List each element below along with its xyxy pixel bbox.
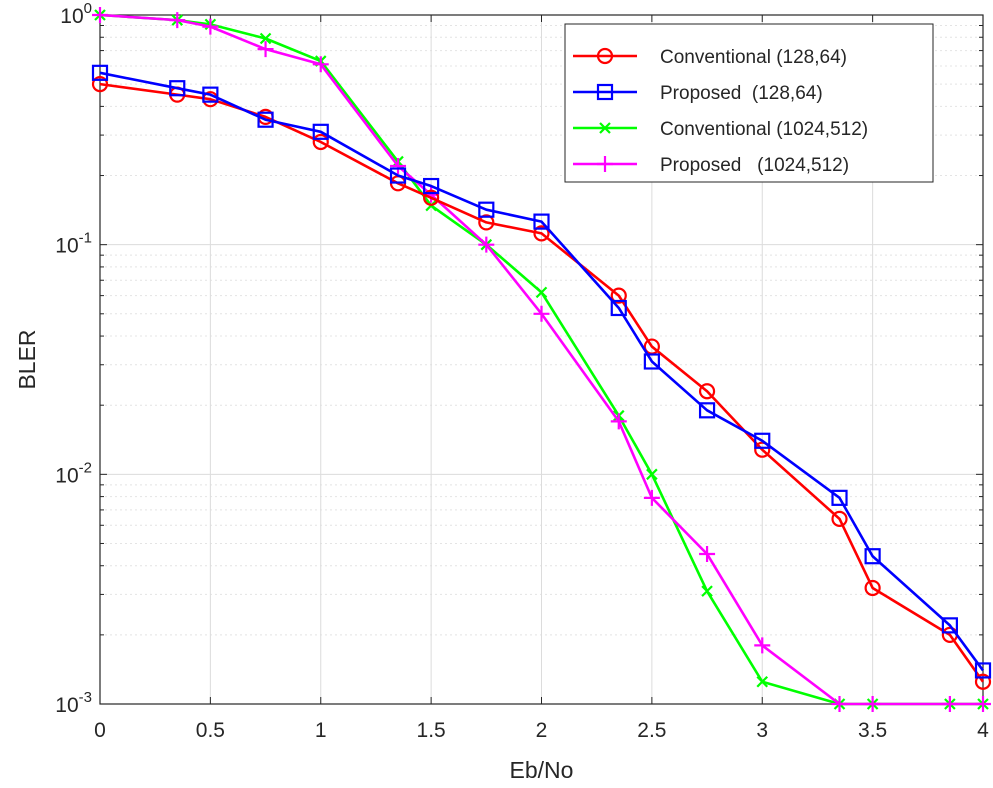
data-point	[169, 12, 186, 29]
data-point	[312, 56, 329, 73]
data-point	[533, 225, 550, 242]
y-tick-label: 10-3	[55, 689, 92, 717]
legend-marker	[596, 83, 614, 101]
data-point	[610, 299, 627, 317]
x-tick-label: 3	[756, 719, 768, 742]
y-tick-label: 10-1	[55, 230, 92, 258]
data-point	[91, 76, 109, 93]
axis-ticks: 0 0.5 1 1.5 2 2.5 3 3.5 4 100 10-1 10-2 10-3	[55, 0, 989, 742]
x-axis-title: Eb/No	[510, 757, 574, 783]
data-point	[312, 123, 329, 140]
data-point	[974, 662, 992, 679]
x-tick-label: 0	[94, 719, 106, 742]
data-point	[423, 177, 440, 195]
data-point	[610, 287, 627, 304]
data-point	[92, 7, 108, 23]
data-point	[610, 413, 627, 430]
data-point	[533, 213, 550, 230]
data-point	[478, 214, 495, 231]
legend-label: Proposed (128,64)	[660, 83, 823, 104]
data-point	[390, 158, 407, 175]
data-point	[701, 585, 713, 597]
data-point	[698, 402, 716, 419]
series-line	[99, 71, 985, 672]
data-point	[259, 32, 272, 45]
data-point	[533, 305, 550, 322]
legend-marker	[596, 47, 614, 65]
data-point	[941, 696, 958, 712]
data-point	[478, 201, 495, 218]
data-point	[754, 432, 771, 449]
y-tick-label: 100	[60, 0, 92, 28]
x-tick-label: 3.5	[858, 719, 887, 742]
x-tick-label: 2	[536, 719, 548, 742]
data-point	[756, 675, 769, 688]
data-point	[975, 696, 991, 712]
series-layer	[91, 7, 992, 712]
data-point	[643, 489, 660, 506]
data-point	[941, 617, 958, 634]
data-point	[754, 637, 771, 654]
x-tick-label: 4	[977, 719, 989, 742]
data-point	[202, 18, 219, 35]
y-tick-label: 10-2	[55, 459, 92, 487]
legend-item: Conventional (1024,512)	[573, 119, 868, 140]
legend-label: Proposed (1024,512)	[660, 155, 849, 176]
data-point	[423, 189, 440, 206]
data-point	[535, 286, 548, 299]
legend-label: Conventional (1024,512)	[660, 119, 868, 140]
data-point	[91, 64, 109, 81]
legend-label: Conventional (128,64)	[660, 47, 847, 68]
data-point	[831, 696, 848, 712]
data-point	[257, 111, 274, 128]
x-tick-label: 0.5	[196, 719, 225, 742]
x-tick-label: 2.5	[637, 719, 666, 742]
data-point	[257, 41, 274, 58]
data-point	[831, 489, 848, 506]
x-tick-label: 1.5	[417, 719, 446, 742]
data-point	[643, 353, 660, 370]
legend-box	[564, 23, 934, 183]
legend-item: Conventional (128,64)	[573, 47, 847, 68]
data-point	[974, 673, 992, 690]
data-point	[864, 696, 881, 712]
data-point	[202, 86, 219, 103]
data-point	[389, 167, 407, 184]
y-axis-title: BLER	[14, 329, 40, 389]
data-point	[831, 510, 848, 527]
data-point	[864, 548, 881, 565]
data-point	[754, 441, 771, 458]
legend-item: Proposed (1024,512)	[573, 155, 849, 176]
data-point	[312, 133, 329, 151]
legend: Conventional (128,64) Proposed (128,64) Co…	[564, 23, 934, 183]
x-tick-label: 1	[315, 719, 327, 742]
data-point	[646, 468, 658, 481]
data-point	[699, 545, 716, 562]
data-point	[169, 80, 186, 97]
series-1	[91, 64, 992, 679]
data-point	[864, 579, 881, 597]
data-point	[698, 383, 716, 400]
legend-item: Proposed (128,64)	[573, 83, 823, 104]
legend-marker	[599, 122, 611, 134]
data-point	[478, 236, 495, 253]
legend-marker	[597, 156, 613, 172]
